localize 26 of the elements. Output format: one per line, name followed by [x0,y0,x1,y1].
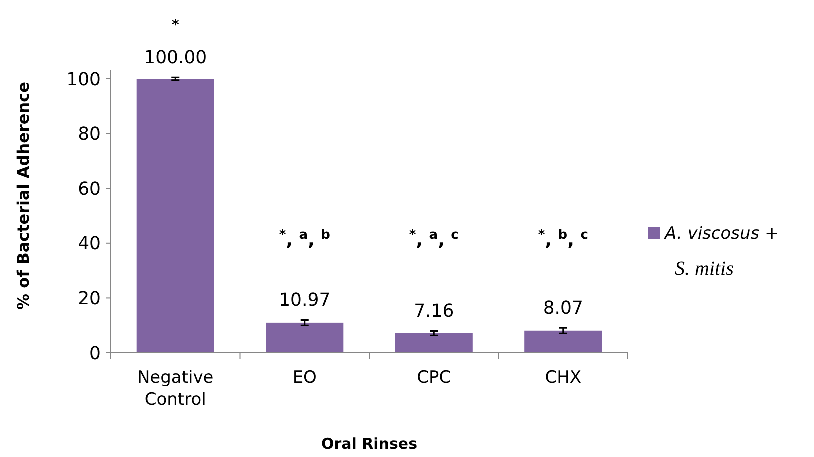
x-tick-label: Negative Control [137,368,214,410]
x-tick-label: CHX [545,368,582,388]
bar [395,333,473,353]
y-tick-label: 40 [78,234,101,255]
data-label: 8.07 [543,298,584,320]
x-axis-title: Oral Rinses [321,435,418,453]
y-tick-label: 0 [90,343,101,364]
data-label: 7.16 [414,301,454,322]
annotation: * [279,228,286,242]
annotation: $^{*}$, $^{a}$, $^{c}$ [409,228,459,251]
x-tick-label: EO [292,368,317,388]
data-label: 100.00 [144,48,208,69]
data-label: 10.97 [279,290,331,312]
y-tick-label: 20 [78,288,101,310]
y-tick-label: 100 [66,69,101,90]
y-tick-label: 60 [78,178,101,200]
annotation: $^{*}$, $^{b}$, $^{c}$ [538,228,588,251]
y-tick-label: 80 [78,124,101,146]
x-tick-label: CPC [417,368,452,388]
text: , $^{a}$, $^{b}$ [286,228,330,251]
y-axis-title: % of Bacterial Adherence [14,82,33,310]
bar [266,322,344,353]
legend-label: A. viscosus + S. mitis [664,224,780,280]
bar [524,330,602,353]
bar [136,79,214,353]
text: * [172,18,180,34]
